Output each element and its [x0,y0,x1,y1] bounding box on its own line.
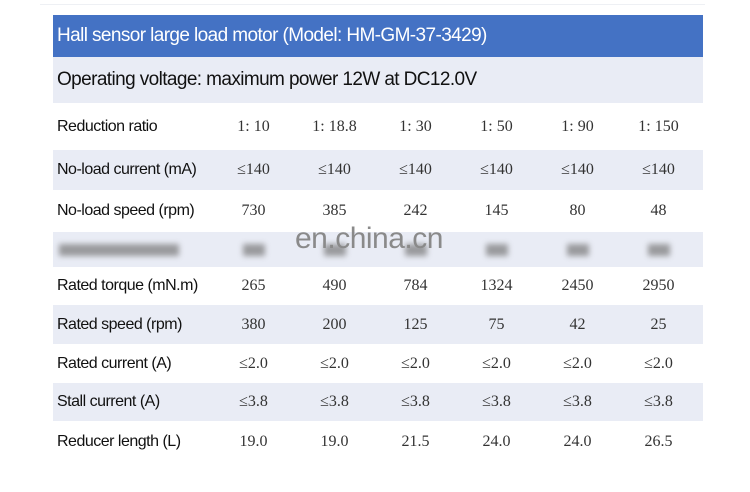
blur-smudge [566,243,589,256]
obscured-label [53,232,213,267]
row-label: No-load speed (rpm) [57,202,195,219]
cell-value: ≤140 [318,161,351,178]
cell-value: 1: 90 [561,117,594,135]
cell-value: ≤2.0 [482,354,511,372]
cell-value: 26.5 [644,432,673,450]
cell-value: ≤2.0 [239,354,268,372]
cell-value: ≤3.8 [563,393,592,410]
cell-value: 48 [650,202,667,219]
obscured-value [375,232,456,267]
cell-value: ≤2.0 [401,354,430,372]
cell-value: ≤3.8 [644,393,673,410]
row-label: Reduction ratio [57,117,158,135]
cell-value: 1: 30 [399,117,432,135]
obscured-value [213,232,294,267]
cell-value: 2950 [642,277,675,294]
cell-value: ≤2.0 [563,354,592,372]
table-title: Hall sensor large load motor (Model: HM-… [53,15,703,57]
row-label: Rated torque (mN.m) [57,277,198,294]
cell-value: 730 [241,202,266,219]
blur-smudge [242,243,265,256]
watermark: en.china.cn [295,222,443,255]
table-row: Stall current (A) ≤3.8 ≤3.8 ≤3.8 ≤3.8 ≤3.8 ≤3.… [53,383,703,421]
blur-smudge [404,243,427,256]
cell-value: 19.0 [320,432,349,450]
cell-value: 1324 [480,277,513,294]
cell-value: ≤140 [399,161,432,178]
row-label: Rated current (A) [57,354,172,372]
blur-smudge [323,243,346,256]
blur-smudge [485,243,508,256]
cell-value: ≤3.8 [239,393,268,410]
row-label: Reducer length (L) [57,432,181,450]
cell-value: 24.0 [563,432,592,450]
cell-value: 42 [569,315,586,333]
cell-value: 80 [569,202,586,219]
cell-value: 265 [241,277,266,294]
table-body: Reduction ratio 1: 10 1: 18.8 1: 30 1: 50 1: … [53,103,703,462]
cell-value: 125 [403,315,428,333]
cell-value: 784 [403,277,428,294]
table-row: Rated speed (rpm) 380 200 125 75 42 25 [53,305,703,344]
cell-value: 24.0 [482,432,511,450]
cell-value: ≤140 [480,161,513,178]
cell-value: 25 [650,315,667,333]
obscured-row [53,232,703,267]
blur-smudge [647,243,670,256]
cell-value: ≤3.8 [401,393,430,410]
table-row: No-load speed (rpm) 730 385 242 145 80 48 [53,190,703,232]
cell-value: 1: 18.8 [312,117,357,135]
cell-value: 1: 50 [480,117,513,135]
cell-value: 385 [322,202,347,219]
cell-value: 490 [322,277,347,294]
obscured-value [294,232,375,267]
row-label: No-load current (mA) [57,161,197,178]
cell-value: 145 [484,202,509,219]
table-row: Rated torque (mN.m) 265 490 784 1324 2450 2950 [53,267,703,305]
table-row: No-load current (mA) ≤140 ≤140 ≤140 ≤140 ≤140… [53,150,703,190]
table-subtitle: Operating voltage: maximum power 12W at … [53,57,703,103]
cell-value: 21.5 [401,432,430,450]
cell-value: ≤140 [642,161,675,178]
cell-value: ≤3.8 [482,393,511,410]
cell-value: ≤2.0 [644,354,673,372]
row-label: Stall current (A) [57,393,160,410]
table-row: Reduction ratio 1: 10 1: 18.8 1: 30 1: 50 1: … [53,103,703,150]
cell-value: 200 [322,315,347,333]
table-row: Reducer length (L) 19.0 19.0 21.5 24.0 24.0 26… [53,421,703,462]
cell-value: 19.0 [239,432,268,450]
cell-value: ≤140 [237,161,270,178]
cell-value: 242 [403,202,428,219]
spec-table: Hall sensor large load motor (Model: HM-… [53,15,703,462]
blur-smudge [59,243,179,256]
cell-value: ≤140 [561,161,594,178]
obscured-value [618,232,699,267]
obscured-value [537,232,618,267]
cell-value: 380 [241,315,266,333]
cell-value: 1: 10 [237,117,270,135]
obscured-value [456,232,537,267]
cell-value: 1: 150 [638,117,679,135]
divider [40,4,705,5]
table-row: Rated current (A) ≤2.0 ≤2.0 ≤2.0 ≤2.0 ≤2.0 ≤2.… [53,344,703,383]
cell-value: 75 [488,315,505,333]
cell-value: ≤3.8 [320,393,349,410]
cell-value: 2450 [561,277,594,294]
cell-value: ≤2.0 [320,354,349,372]
row-label: Rated speed (rpm) [57,315,182,333]
